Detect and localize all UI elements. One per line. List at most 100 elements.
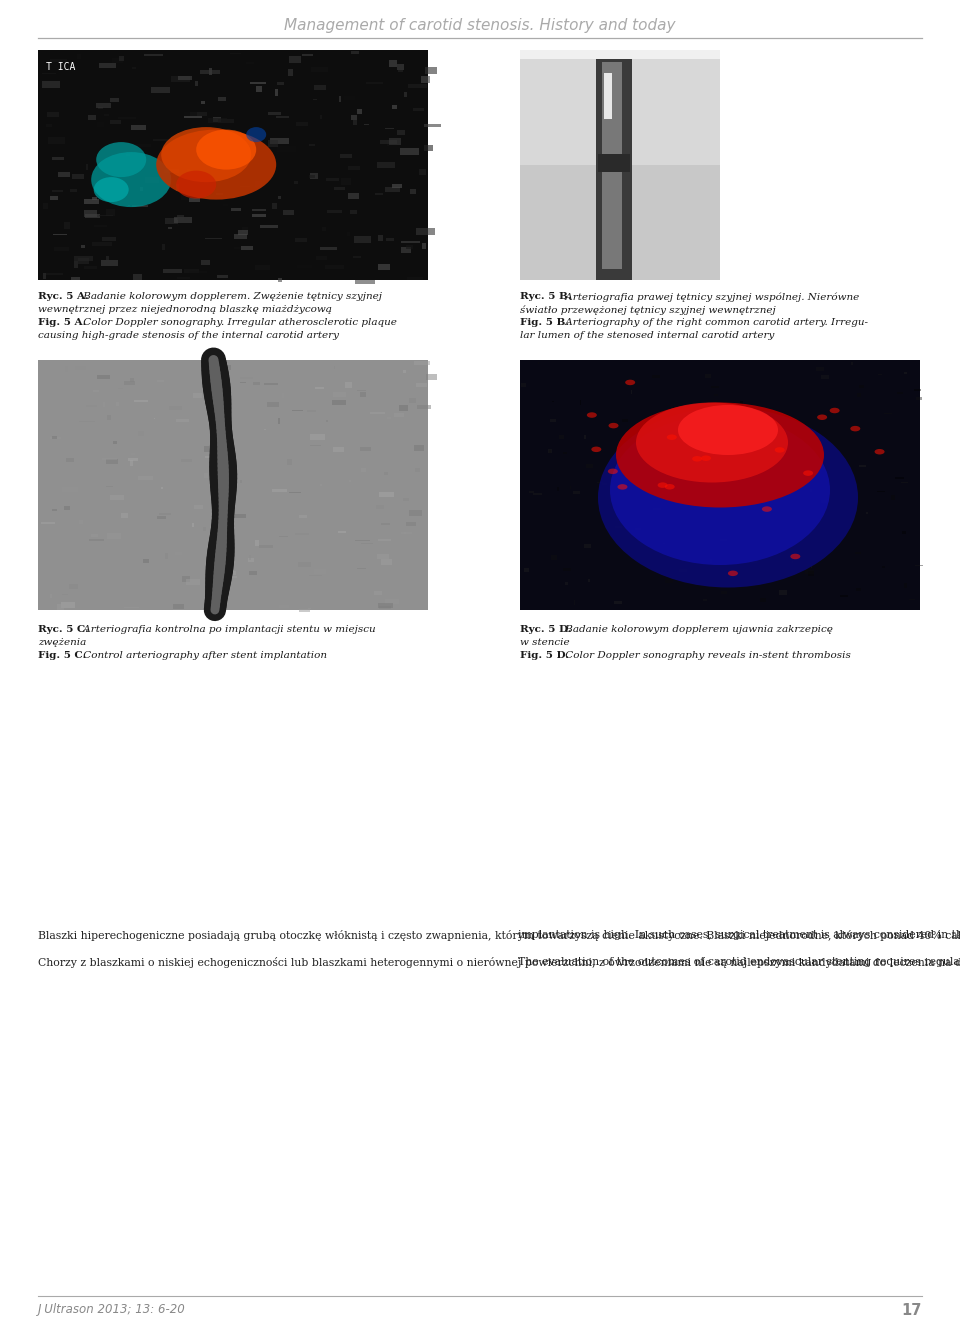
Bar: [109, 120, 121, 123]
Bar: [419, 169, 426, 174]
Bar: [821, 376, 829, 379]
Bar: [189, 112, 206, 115]
Bar: [859, 466, 867, 467]
Bar: [916, 565, 923, 566]
Bar: [255, 182, 262, 187]
Bar: [635, 529, 641, 530]
Bar: [410, 190, 417, 194]
Ellipse shape: [875, 450, 884, 455]
Bar: [367, 82, 383, 84]
Ellipse shape: [616, 403, 824, 507]
Text: J Ultrason 2013; 13: 6-20: J Ultrason 2013; 13: 6-20: [38, 1303, 185, 1317]
Ellipse shape: [790, 554, 801, 559]
Bar: [168, 227, 172, 229]
Bar: [377, 538, 391, 541]
Bar: [661, 455, 670, 459]
Bar: [425, 67, 437, 74]
Bar: [194, 504, 203, 508]
Text: lar lumen of the stenosed internal carotid artery: lar lumen of the stenosed internal carot…: [520, 330, 775, 340]
Bar: [339, 531, 347, 533]
Ellipse shape: [177, 171, 216, 198]
Bar: [50, 438, 61, 439]
Bar: [334, 187, 345, 190]
Ellipse shape: [156, 130, 276, 199]
Bar: [622, 419, 628, 421]
Bar: [520, 50, 720, 59]
Bar: [61, 594, 68, 595]
Bar: [904, 372, 907, 375]
Bar: [116, 401, 119, 405]
Bar: [602, 62, 622, 269]
Bar: [242, 227, 248, 231]
Bar: [376, 504, 384, 510]
Bar: [97, 376, 110, 379]
Bar: [325, 178, 339, 181]
Bar: [779, 590, 787, 595]
Bar: [106, 257, 109, 261]
Bar: [333, 447, 344, 452]
Bar: [129, 458, 138, 462]
Bar: [99, 63, 116, 68]
Bar: [184, 269, 200, 273]
Bar: [264, 428, 266, 429]
Text: 17: 17: [901, 1303, 922, 1318]
Bar: [57, 605, 64, 610]
Bar: [104, 114, 109, 115]
Bar: [297, 122, 308, 126]
Bar: [138, 431, 144, 436]
Ellipse shape: [610, 415, 830, 565]
Bar: [289, 491, 301, 492]
Bar: [246, 62, 253, 64]
Bar: [689, 467, 694, 470]
Bar: [219, 119, 234, 123]
Bar: [706, 373, 711, 379]
Bar: [178, 76, 192, 80]
Bar: [223, 203, 228, 206]
Bar: [904, 583, 907, 589]
Bar: [740, 401, 743, 405]
Bar: [50, 197, 58, 201]
Bar: [385, 186, 399, 193]
Bar: [400, 241, 420, 242]
Ellipse shape: [96, 142, 146, 177]
Bar: [778, 431, 786, 432]
Bar: [82, 245, 85, 248]
Bar: [585, 543, 591, 549]
Bar: [74, 257, 92, 261]
Bar: [288, 70, 294, 76]
Bar: [177, 215, 184, 219]
Text: Ryc. 5 C.: Ryc. 5 C.: [38, 625, 88, 634]
Text: Fig. 5 C.: Fig. 5 C.: [38, 652, 86, 660]
Bar: [273, 203, 277, 210]
Bar: [250, 83, 266, 84]
Bar: [564, 582, 567, 585]
Bar: [347, 231, 350, 235]
Bar: [779, 438, 784, 440]
Bar: [71, 277, 80, 280]
Bar: [417, 405, 431, 408]
Bar: [807, 571, 814, 575]
Bar: [110, 98, 119, 102]
Bar: [42, 82, 60, 88]
Bar: [424, 145, 433, 151]
Bar: [103, 401, 105, 407]
Bar: [299, 562, 311, 567]
Bar: [325, 265, 344, 269]
Bar: [50, 59, 66, 62]
Bar: [252, 151, 271, 155]
Bar: [249, 570, 257, 574]
Bar: [323, 227, 325, 230]
Text: Arteriografia kontrolna po implantacji stentu w miejscu: Arteriografia kontrolna po implantacji s…: [80, 625, 375, 634]
Bar: [204, 447, 210, 452]
Bar: [587, 464, 593, 468]
Bar: [299, 515, 306, 518]
Bar: [216, 193, 223, 195]
Bar: [307, 411, 316, 412]
Bar: [161, 487, 163, 488]
Bar: [75, 365, 86, 369]
Bar: [320, 484, 323, 486]
Bar: [353, 237, 372, 242]
Bar: [134, 400, 149, 401]
Bar: [424, 124, 441, 127]
Bar: [397, 64, 404, 70]
